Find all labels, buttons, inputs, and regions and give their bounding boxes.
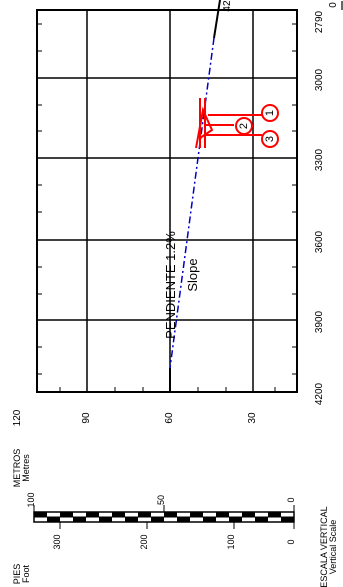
well-id-3: 3 [264, 136, 276, 142]
minor-ticks [37, 23, 297, 392]
elevation-tick: 30 [247, 412, 258, 424]
metric-tick: 0 [286, 497, 296, 502]
top-mark: 42 [222, 0, 233, 12]
scale-title-en: Vertical Scale [328, 520, 338, 575]
imperial-tick: 200 [139, 534, 149, 549]
ground-profile-line [213, 0, 221, 39]
imperial-tick: 0 [286, 539, 296, 544]
well-circle-3 [261, 130, 279, 148]
vertical-scale-bar [33, 505, 295, 529]
metric-tick: 100 [26, 492, 36, 507]
distance-tick: 3600 [314, 230, 325, 253]
well-circle-2 [235, 117, 253, 135]
well-id-1: 1 [264, 110, 276, 116]
elevation-tick: 90 [81, 412, 92, 424]
elevation-tick: 60 [164, 412, 175, 424]
distance-tick: 4200 [314, 382, 325, 405]
imperial-tick: 300 [52, 534, 62, 549]
elevation-tick: 120 [12, 409, 23, 426]
scale-title: ESCALA VERTICAL [319, 506, 329, 587]
distance-tick: 3000 [314, 68, 325, 91]
slope-label-en: Slope [185, 258, 200, 291]
distance-tick: 3900 [314, 310, 325, 333]
slope-line [169, 37, 215, 369]
grid-frame [36, 9, 298, 393]
well-markers [195, 98, 279, 149]
units-imperial-en: Foot [21, 564, 31, 583]
distance-tick: 3300 [314, 148, 325, 171]
imperial-tick: 100 [226, 534, 236, 549]
well-circle-1 [261, 104, 279, 122]
units-imperial: PIES [12, 564, 22, 585]
distance-tick: 2790 [314, 10, 325, 33]
zero-mark: 0 [328, 2, 339, 8]
slope-label: PENDIENTE 1.2% [163, 231, 178, 339]
units-metric-en: Metres [21, 454, 31, 482]
metric-tick: 50 [156, 495, 166, 505]
units-metric: METROS [12, 449, 22, 488]
well-id-2: 2 [238, 123, 250, 129]
